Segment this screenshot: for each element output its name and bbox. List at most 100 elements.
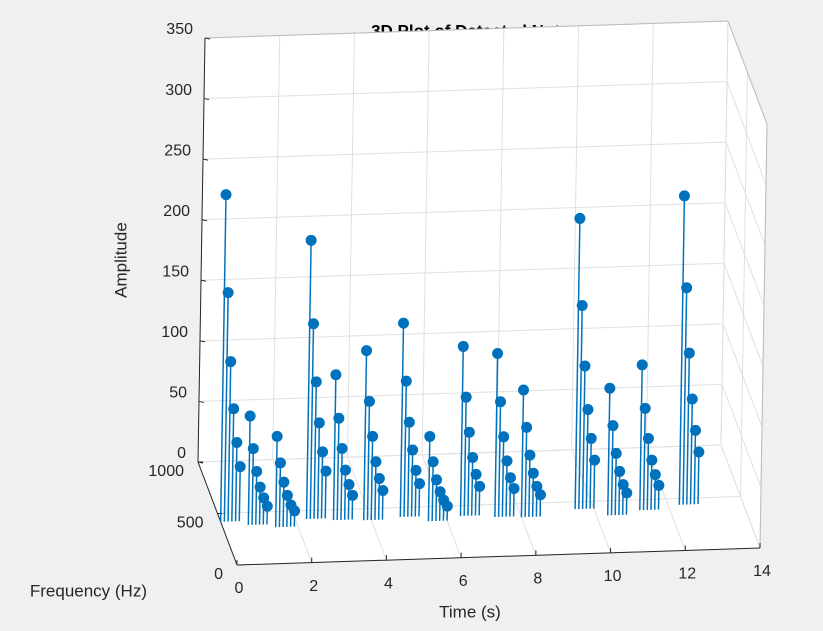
stem-marker <box>442 501 453 512</box>
x-tick-label: 10 <box>604 568 622 585</box>
stem <box>436 480 437 521</box>
stem-marker <box>223 287 234 298</box>
stem-marker <box>228 403 239 414</box>
stem-marker <box>282 490 293 501</box>
stem-marker <box>401 376 412 387</box>
stem-marker <box>235 461 246 472</box>
z-axis-label: Amplitude <box>111 222 130 298</box>
stem-marker <box>614 466 625 477</box>
stem-marker <box>467 452 478 463</box>
stem <box>260 487 261 525</box>
stem <box>375 462 376 520</box>
stem <box>615 453 616 515</box>
stem-marker <box>646 455 657 466</box>
x-tick-label: 4 <box>384 575 393 592</box>
z-tick-label: 350 <box>166 21 193 38</box>
stem <box>619 471 620 515</box>
stem-marker <box>308 318 319 329</box>
z-tick-label: 200 <box>163 203 190 220</box>
stem-marker <box>637 359 648 370</box>
stem-marker <box>278 477 289 488</box>
stem-marker <box>431 474 442 485</box>
stem-marker <box>643 433 654 444</box>
stem <box>415 470 416 516</box>
stem <box>529 455 530 517</box>
stem <box>239 467 240 522</box>
z-tick-label: 0 <box>177 445 186 462</box>
stem-marker <box>275 457 286 468</box>
stem <box>325 471 326 518</box>
stem-marker <box>330 369 341 380</box>
y-tick-label: 0 <box>214 566 223 583</box>
stem-marker <box>321 466 332 477</box>
stem-marker <box>464 427 475 438</box>
stem-marker <box>621 488 632 499</box>
stem-marker <box>289 505 300 516</box>
stem-marker <box>505 472 516 483</box>
stem-marker <box>589 455 600 466</box>
stem <box>510 478 511 517</box>
stem-marker <box>411 465 422 476</box>
stem <box>345 470 346 520</box>
stem-marker <box>498 431 509 442</box>
stem-marker <box>535 489 546 500</box>
stem-marker <box>586 433 597 444</box>
stem-marker <box>225 356 236 367</box>
stem-marker <box>370 456 381 467</box>
stem-marker <box>528 468 539 479</box>
stem-marker <box>245 410 256 421</box>
stem-marker <box>458 341 469 352</box>
stem-marker <box>374 473 385 484</box>
stem-marker <box>407 444 418 455</box>
stem-marker <box>650 469 661 480</box>
stem-marker <box>693 447 704 458</box>
stem <box>533 473 534 517</box>
stem-marker <box>306 235 317 246</box>
z-tick-label: 50 <box>169 385 187 402</box>
stem-marker <box>690 425 701 436</box>
stem-marker <box>361 345 372 356</box>
stem-marker <box>687 393 698 404</box>
stem-marker <box>461 392 472 403</box>
stem-marker <box>684 348 695 359</box>
stem-marker <box>640 403 651 414</box>
stem-marker <box>424 431 435 442</box>
stem-marker <box>337 443 348 454</box>
z-tick-label: 300 <box>165 82 192 99</box>
stem-marker <box>611 448 622 459</box>
stem-marker <box>343 479 354 490</box>
stem-marker <box>428 456 439 467</box>
stem-marker <box>262 501 273 512</box>
stem <box>594 460 595 508</box>
stem <box>432 462 433 521</box>
stem-marker <box>492 348 503 359</box>
stem <box>279 463 280 527</box>
stem-marker <box>474 481 485 492</box>
stem-marker <box>248 443 259 454</box>
stem-marker <box>495 396 506 407</box>
stem-marker <box>607 420 618 431</box>
stem <box>506 461 507 517</box>
x-tick-label: 2 <box>309 578 318 595</box>
stem-marker <box>317 446 328 457</box>
stem <box>651 460 652 510</box>
stem <box>475 474 476 515</box>
stem-marker <box>471 469 482 480</box>
stem-marker <box>404 417 415 428</box>
stem-marker <box>582 404 593 415</box>
stem <box>283 482 284 527</box>
stem-marker <box>314 417 325 428</box>
stem-marker <box>518 384 529 395</box>
stem-marker <box>367 431 378 442</box>
stem <box>379 479 380 520</box>
stem-marker <box>347 490 358 501</box>
z-tick-label: 250 <box>164 142 191 159</box>
stem-marker <box>577 300 588 311</box>
x-tick-label: 6 <box>459 573 468 590</box>
stem-marker <box>681 282 692 293</box>
stem-marker <box>521 422 532 433</box>
stem-marker <box>604 383 615 394</box>
z-tick-label: 150 <box>162 264 189 281</box>
stem-marker <box>653 480 664 491</box>
